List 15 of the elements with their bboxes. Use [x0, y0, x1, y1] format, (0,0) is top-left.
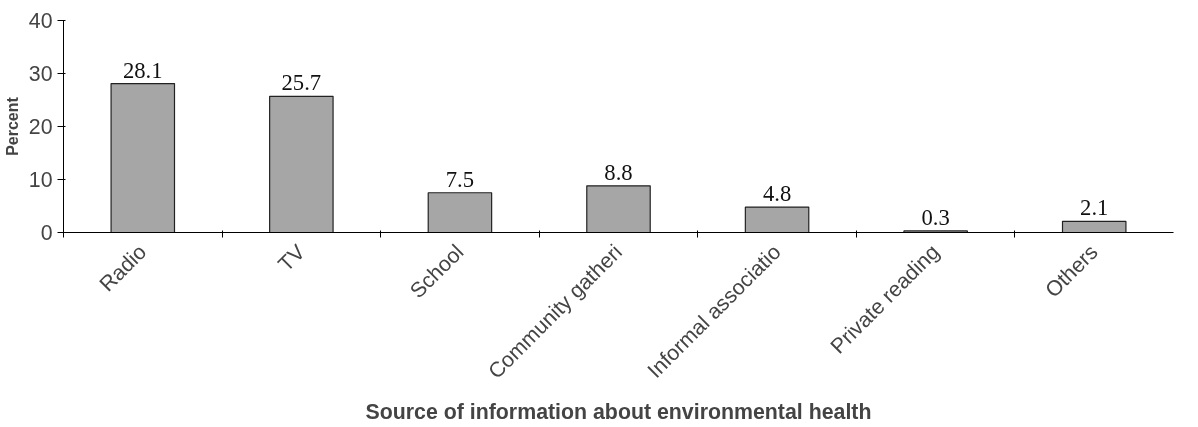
y-tick-label: 30 [28, 62, 53, 86]
y-axis-title: Percent [3, 96, 21, 156]
y-tick-label: 20 [28, 115, 53, 139]
y-tick-label: 0 [40, 221, 53, 245]
data-label: 7.5 [445, 166, 475, 192]
data-label: 28.1 [122, 57, 163, 83]
y-tick-label: 10 [28, 168, 53, 192]
data-label: 25.7 [281, 70, 322, 96]
data-label: 2.1 [1080, 195, 1109, 221]
y-tick-label: 40 [28, 9, 53, 33]
x-tick-label: TV [273, 239, 311, 277]
data-label: 0.3 [921, 204, 950, 230]
x-axis-title: Source of information about environmental health [365, 400, 872, 425]
data-label: 8.8 [604, 159, 633, 185]
data-label: 4.8 [762, 181, 792, 207]
